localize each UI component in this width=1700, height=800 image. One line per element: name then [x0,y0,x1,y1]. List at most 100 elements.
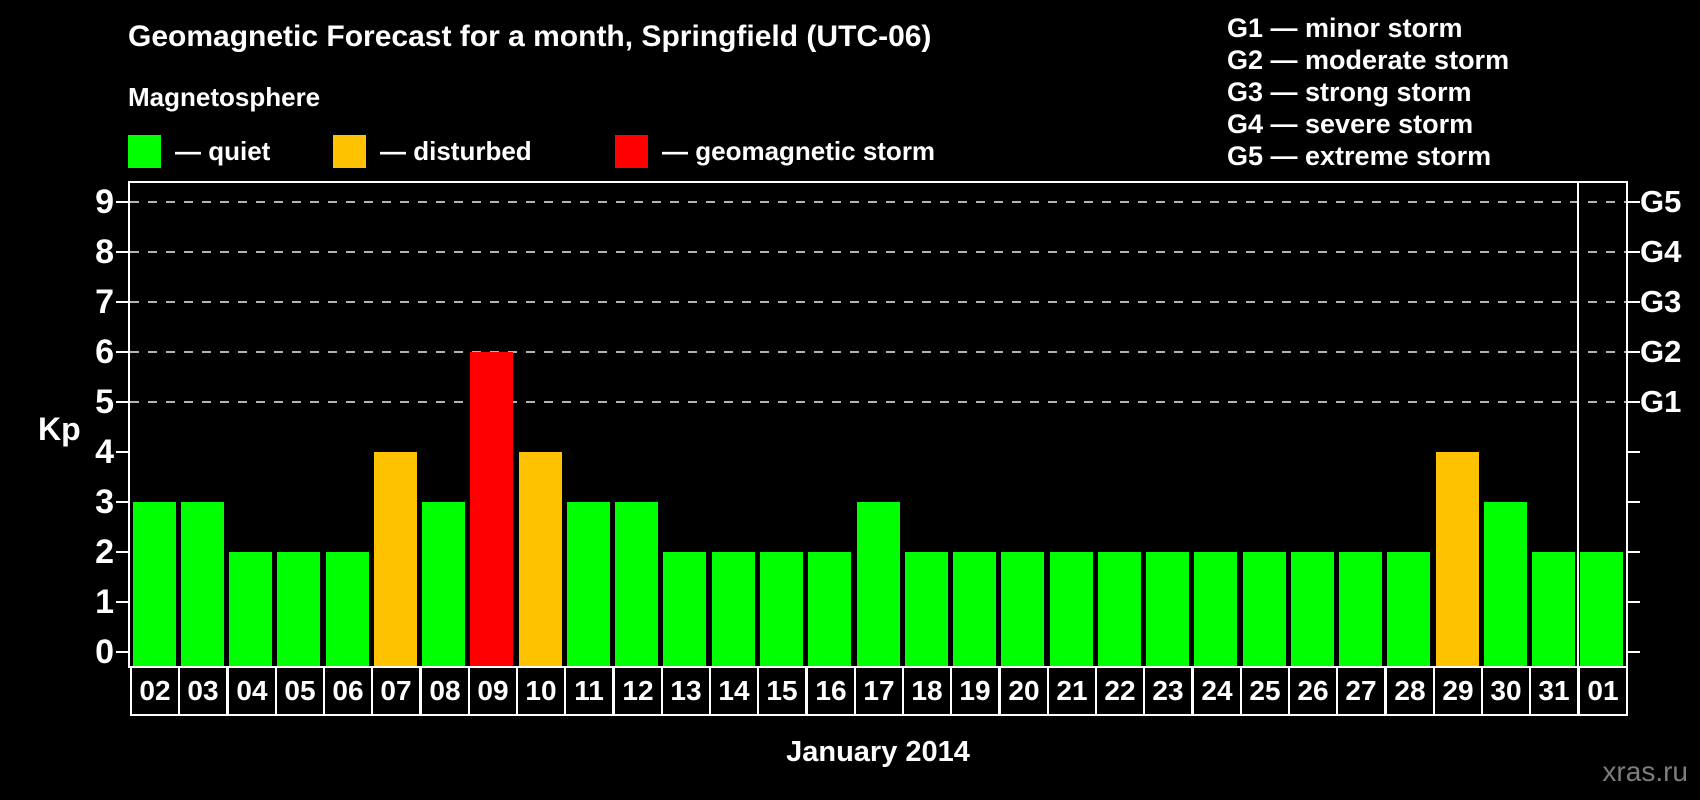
kp-bar-day-03 [181,502,224,666]
day-label-cell: 11 [564,666,614,716]
kp-bar-day-18 [905,552,948,666]
y-axis-tick-right [1628,251,1640,253]
legend-item-quiet: — quiet [128,134,270,168]
day-label-cell: 02 [130,666,180,716]
quiet-color-swatch [128,134,161,168]
y-axis-tick-right [1628,551,1640,553]
day-label-cell: 07 [371,666,421,716]
y-axis-tick-label: 2 [95,533,114,571]
gridline [130,251,1626,253]
day-label-cell: 13 [661,666,711,716]
day-label-cell: 12 [613,666,663,716]
g-legend-line: G3 — strong storm [1227,77,1472,107]
disturbed-color-swatch [333,134,366,168]
day-label-cell: 19 [950,666,1000,716]
day-label-cell: 23 [1143,666,1193,716]
x-axis-title: January 2014 [786,736,970,768]
y-axis-tick [116,651,128,653]
kp-bar-day-21 [1050,552,1093,666]
y-axis-tick [116,201,128,203]
day-label-cell: 15 [757,666,807,716]
y-axis-tick [116,551,128,553]
kp-bar-day-06 [326,552,369,666]
y-axis-tick-label: 6 [95,333,114,371]
day-label-cell: 14 [709,666,759,716]
kp-bar-day-12 [615,502,658,666]
gridline [130,401,1626,403]
legend-item-label: — disturbed [380,135,532,166]
y-axis-tick-label: 8 [95,233,114,271]
day-label-cell: 31 [1529,666,1579,716]
kp-bar-day-25 [1243,552,1286,666]
kp-bar-day-08 [422,502,465,666]
kp-bar-day-16 [808,552,851,666]
y-axis-tick-right [1628,401,1640,403]
y-axis-tick-label: 4 [95,433,114,471]
g-scale-label: G3 [1640,284,1682,319]
day-label-cell: 20 [999,666,1049,716]
y-axis-tick-label: 9 [95,183,114,221]
gridline [130,301,1626,303]
y-axis-tick [116,601,128,603]
day-label-cell: 09 [468,666,518,716]
day-label-cell: 04 [227,666,277,716]
day-label-cell: 26 [1288,666,1338,716]
kp-bar-day-05 [277,552,320,666]
gridline [130,351,1626,353]
g-scale-label: G2 [1640,334,1682,369]
day-label-cell: 30 [1481,666,1531,716]
day-label-cell: 10 [516,666,566,716]
y-axis-tick-right [1628,301,1640,303]
kp-bar-day-24 [1194,552,1237,666]
kp-bar-day-15 [760,552,803,666]
y-axis-tick-label: 3 [95,483,114,521]
y-axis-tick-label: 0 [95,633,114,671]
watermark: xras.ru [1602,756,1688,787]
day-label-cell: 17 [854,666,904,716]
kp-bar-day-04 [229,552,272,666]
g-legend-line: G2 — moderate storm [1227,45,1510,75]
kp-bar-day-13 [663,552,706,666]
day-label-cell: 03 [178,666,228,716]
kp-bar-day-09 [470,352,513,666]
kp-bar-day-23 [1146,552,1189,666]
kp-bar-day-07 [374,452,417,666]
g-legend-line: G4 — severe storm [1227,109,1474,139]
y-axis-tick-right [1628,451,1640,453]
month-separator-line [1577,183,1579,666]
kp-bar-day-29 [1436,452,1479,666]
day-label-cell: 18 [902,666,952,716]
y-axis-tick-label: 7 [95,283,114,321]
day-label-cell: 27 [1336,666,1386,716]
day-label-cell: 28 [1385,666,1435,716]
kp-bar-day-28 [1387,552,1430,666]
day-label-cell: 22 [1095,666,1145,716]
y-axis-tick-right [1628,651,1640,653]
g-scale-legend: G1 — minor storm G2 — moderate storm G3 … [1227,12,1509,172]
y-axis-tick [116,351,128,353]
kp-bar-day-10 [519,452,562,666]
g-scale-label: G5 [1640,184,1682,219]
day-label-cell: 25 [1240,666,1290,716]
gridline [130,201,1626,203]
day-label-cell: 21 [1047,666,1097,716]
kp-bar-day-01 [1580,552,1623,666]
g-scale-label: G1 [1640,384,1682,419]
legend-item-storm: — geomagnetic storm [615,134,935,168]
kp-bar-day-20 [1001,552,1044,666]
legend-heading: Magnetosphere [128,82,321,112]
g-legend-line: G5 — extreme storm [1227,141,1492,171]
kp-bar-day-30 [1484,502,1527,666]
y-axis-tick-right [1628,501,1640,503]
kp-bar-day-11 [567,502,610,666]
g-scale-label: G4 [1640,234,1682,269]
y-axis-tick-right [1628,351,1640,353]
chart-title: Geomagnetic Forecast for a month, Spring… [128,20,932,53]
kp-bar-day-22 [1098,552,1141,666]
day-label-cell: 01 [1578,666,1628,716]
kp-bar-day-17 [857,502,900,666]
y-axis-title: Kp [38,411,81,447]
kp-bar-day-14 [712,552,755,666]
storm-color-swatch [615,134,648,168]
legend-item-label: — geomagnetic storm [662,135,936,166]
